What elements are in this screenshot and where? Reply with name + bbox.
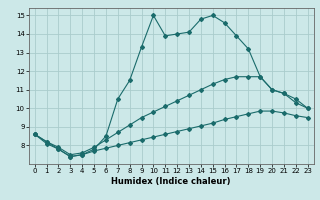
X-axis label: Humidex (Indice chaleur): Humidex (Indice chaleur) [111, 177, 231, 186]
